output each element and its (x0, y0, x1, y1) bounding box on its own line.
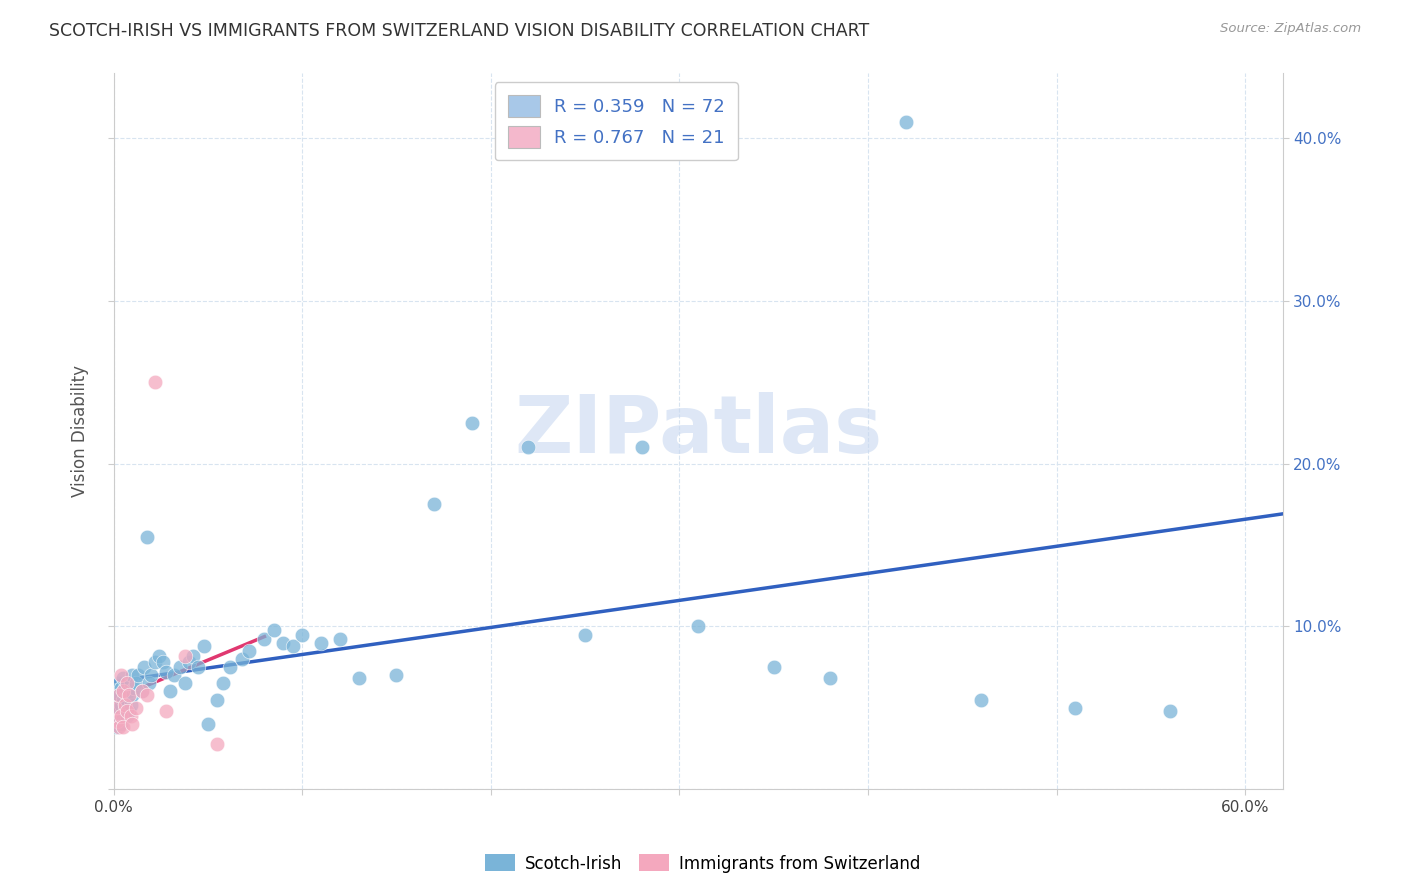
Point (108, 688, 131, 702)
Point (117, 688, 139, 702)
Point (174, 648, 197, 663)
Point (131, 684, 153, 698)
Point (110, 698, 132, 712)
Point (159, 684, 181, 698)
Point (136, 530, 159, 544)
Point (115, 692, 138, 706)
Point (108, 676, 131, 690)
Point (309, 635, 332, 649)
Point (110, 717, 132, 731)
Point (105, 684, 128, 698)
Point (818, 672, 841, 686)
Point (138, 676, 160, 690)
Point (630, 441, 652, 455)
Point (212, 676, 235, 690)
Point (461, 416, 484, 430)
Point (141, 668, 163, 682)
Point (125, 700, 148, 714)
Point (163, 668, 186, 682)
Point (114, 681, 136, 696)
Point (517, 441, 540, 455)
Point (688, 619, 710, 633)
Point (121, 668, 143, 682)
Text: ZIPatlas: ZIPatlas (515, 392, 883, 470)
Point (253, 632, 276, 647)
Point (152, 655, 174, 669)
Point (207, 692, 229, 706)
Point (762, 660, 785, 674)
Point (329, 632, 352, 647)
Legend: R = 0.359   N = 72, R = 0.767   N = 21: R = 0.359 N = 72, R = 0.767 N = 21 (495, 82, 738, 161)
Point (136, 688, 159, 702)
Point (291, 627, 314, 641)
Point (121, 717, 143, 731)
Point (231, 652, 253, 666)
Point (1159, 704, 1181, 718)
Y-axis label: Vision Disability: Vision Disability (72, 365, 89, 497)
Point (263, 623, 285, 637)
Point (120, 676, 142, 690)
Point (124, 681, 146, 696)
Point (120, 698, 142, 712)
Point (347, 672, 370, 686)
Point (110, 681, 132, 696)
Point (110, 709, 132, 723)
Point (111, 672, 134, 686)
Point (219, 660, 242, 674)
Point (120, 709, 142, 723)
Point (271, 635, 294, 649)
Point (148, 648, 170, 663)
Point (177, 655, 200, 669)
Point (111, 692, 134, 706)
Point (197, 717, 219, 731)
Point (155, 704, 177, 718)
Point (108, 700, 131, 714)
Point (105, 720, 128, 734)
Point (104, 700, 127, 714)
Point (131, 684, 153, 698)
Point (1064, 700, 1087, 714)
Point (574, 627, 596, 641)
Point (104, 717, 127, 731)
Text: SCOTCH-IRISH VS IMMIGRANTS FROM SWITZERLAND VISION DISABILITY CORRELATION CHART: SCOTCH-IRISH VS IMMIGRANTS FROM SWITZERL… (49, 22, 869, 40)
Point (970, 692, 993, 706)
Point (111, 720, 134, 734)
Point (181, 648, 204, 663)
Point (155, 665, 177, 679)
Text: Source: ZipAtlas.com: Source: ZipAtlas.com (1220, 22, 1361, 36)
Point (115, 709, 138, 723)
Point (385, 668, 408, 682)
Point (104, 692, 127, 706)
Point (108, 720, 131, 734)
Point (117, 684, 139, 698)
Point (110, 668, 132, 682)
Point (132, 660, 155, 674)
Point (281, 639, 304, 653)
Point (174, 676, 197, 690)
Point (108, 688, 131, 702)
Point (115, 676, 138, 690)
Point (121, 688, 143, 702)
Point (143, 655, 166, 669)
Point (114, 698, 136, 712)
Point (125, 676, 148, 690)
Point (143, 376, 166, 390)
Point (108, 714, 131, 728)
Point (169, 660, 191, 674)
Point (894, 115, 917, 129)
Point (105, 714, 128, 728)
Point (105, 704, 128, 718)
Point (127, 668, 149, 682)
Point (117, 704, 139, 718)
Point (114, 700, 136, 714)
Legend: Scotch-Irish, Immigrants from Switzerland: Scotch-Irish, Immigrants from Switzerlan… (478, 847, 928, 880)
Point (193, 639, 215, 653)
Point (187, 660, 209, 674)
Point (115, 704, 138, 718)
Point (111, 710, 134, 724)
Point (423, 497, 446, 511)
Point (238, 644, 260, 658)
Point (207, 737, 229, 751)
Point (111, 684, 134, 698)
